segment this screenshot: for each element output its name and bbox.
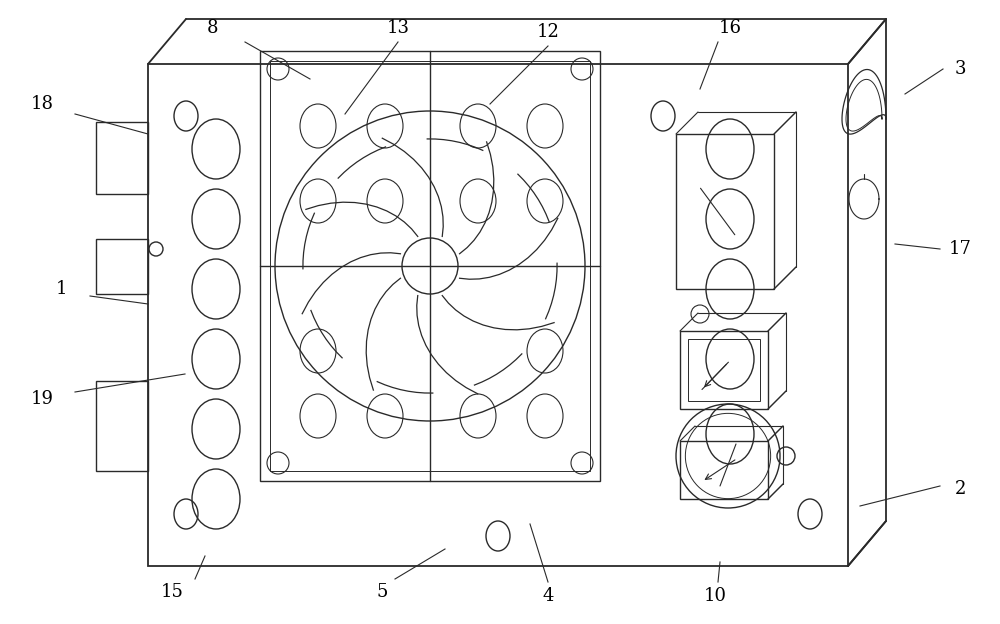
Bar [270,61,590,471]
Bar [680,331,768,409]
Text: 19: 19 [30,390,54,408]
Text: 10: 10 [704,587,726,605]
Text: 5: 5 [376,583,388,601]
Text: 16: 16 [718,19,742,37]
Bar [676,134,774,289]
Text: 8: 8 [206,19,218,37]
Text: 15: 15 [161,583,183,601]
Bar [96,381,148,471]
Bar [688,339,760,401]
Text: 3: 3 [954,60,966,78]
Text: 17: 17 [949,240,971,258]
Bar [96,122,148,194]
Text: 1: 1 [56,280,68,298]
Text: 12: 12 [537,23,559,41]
Bar [260,51,600,481]
Bar [96,239,148,294]
Text: 18: 18 [30,95,54,113]
Text: 13: 13 [386,19,410,37]
Bar [148,64,848,566]
Text: 4: 4 [542,587,554,605]
Bar [680,441,768,499]
Text: 2: 2 [954,480,966,498]
